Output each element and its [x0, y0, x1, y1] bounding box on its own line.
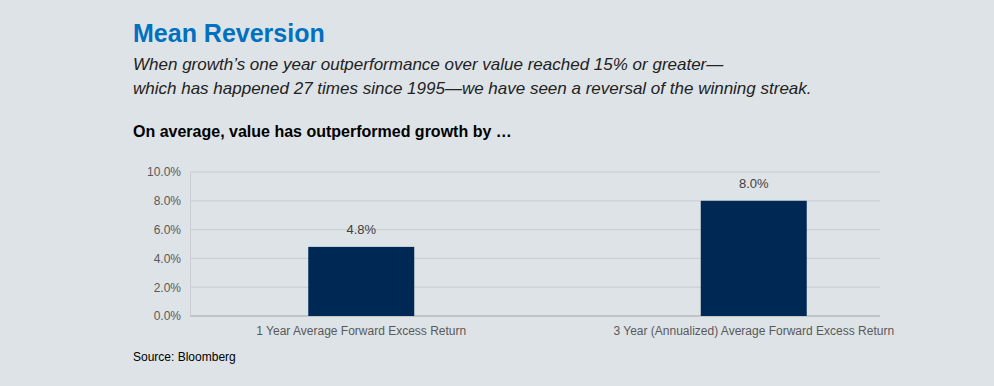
grid: [190, 172, 880, 316]
bar: [308, 247, 414, 316]
data-label: 8.0%: [739, 176, 769, 191]
subtitle: When growth’s one year outperformance ov…: [133, 55, 724, 74]
source: Source: Bloomberg: [133, 350, 236, 364]
data-labels: 4.8% 8.0%: [346, 176, 769, 237]
y-axis: 0.0% 2.0% 4.0% 6.0% 8.0% 10.0%: [147, 165, 191, 323]
bars: [308, 201, 806, 316]
x-tick: 1 Year Average Forward Excess Return: [256, 316, 466, 338]
bar: [701, 201, 807, 316]
y-tick: 10.0%: [147, 165, 190, 179]
y-tick-label: 6.0%: [154, 223, 182, 237]
grid-line: [190, 172, 880, 173]
x-axis: 1 Year Average Forward Excess Return 3 Ye…: [256, 316, 894, 338]
y-tick: 8.0%: [154, 194, 190, 208]
x-tick: 3 Year (Annualized) Average Forward Exce…: [613, 316, 894, 338]
data-label: 4.8%: [346, 222, 376, 237]
chart: Mean Reversion When growth’s one year out…: [0, 0, 994, 386]
y-tick-label: 0.0%: [154, 309, 182, 323]
y-tick-label: 2.0%: [154, 281, 182, 295]
chart-heading: On average, value has outperformed growt…: [133, 123, 512, 140]
y-tick-label: 8.0%: [154, 194, 182, 208]
y-tick: 4.0%: [154, 252, 190, 266]
y-tick-label: 10.0%: [147, 165, 181, 179]
y-tick: 0.0%: [154, 309, 190, 323]
x-tick-label: 3 Year (Annualized) Average Forward Exce…: [613, 324, 894, 338]
background: [0, 0, 994, 386]
y-tick: 2.0%: [154, 281, 190, 295]
title: Mean Reversion: [133, 19, 325, 47]
y-axis-line: [190, 173, 191, 317]
x-tick-label: 1 Year Average Forward Excess Return: [256, 324, 466, 338]
y-tick-label: 4.0%: [154, 252, 182, 266]
subtitle: which has happened 27 times since 1995—w…: [133, 79, 812, 98]
y-tick: 6.0%: [154, 223, 190, 237]
